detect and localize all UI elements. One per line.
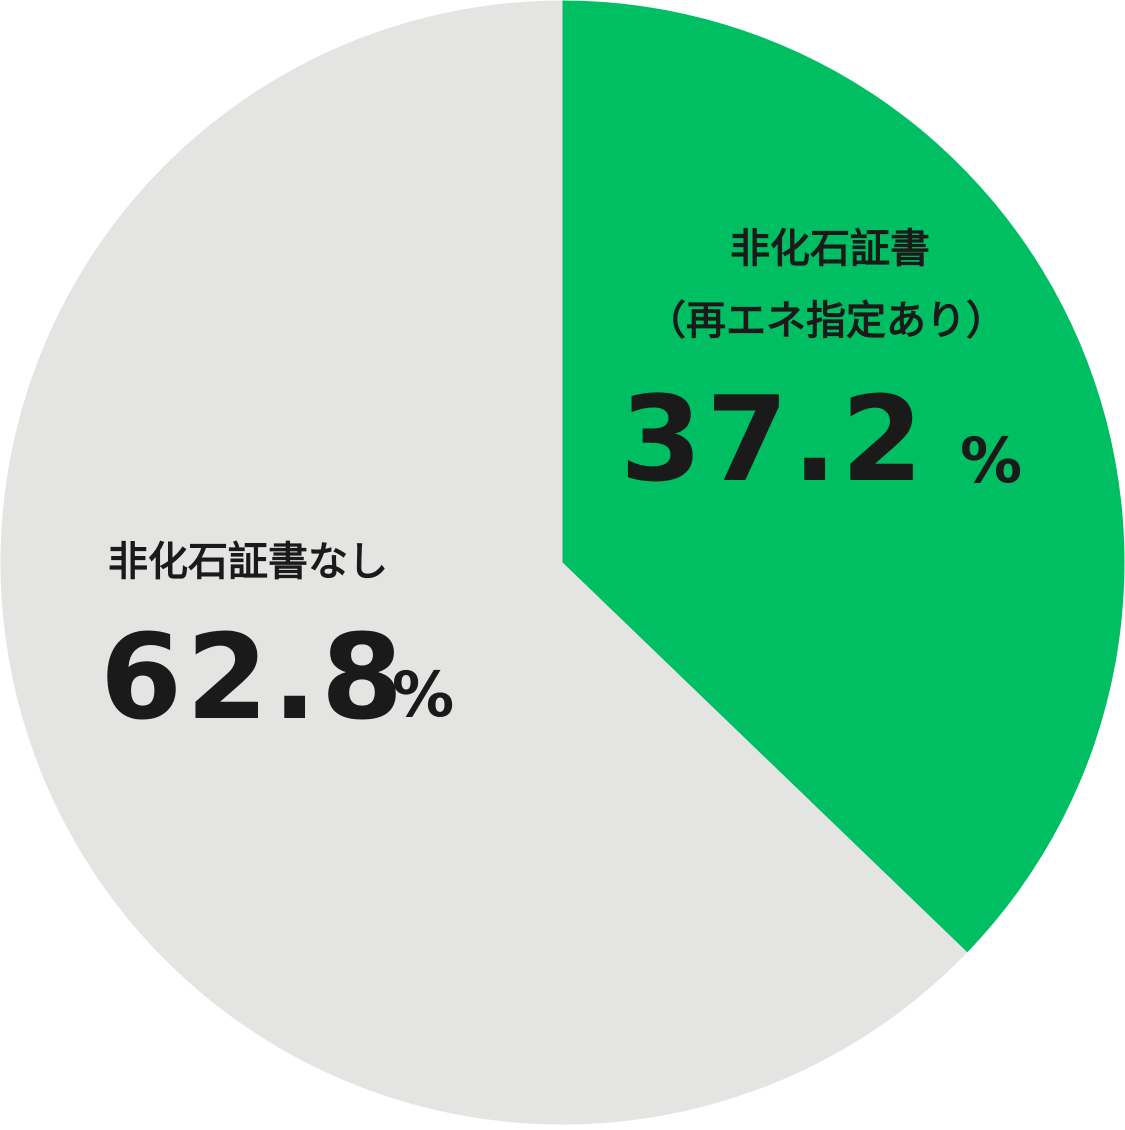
- slice-1-value: 62.8: [100, 608, 407, 746]
- slice-0-value: 37.2: [620, 370, 927, 508]
- pie-slice-0: [562, 0, 1125, 953]
- pie-slice-1: [0, 0, 968, 1125]
- labels-layer: 非化石証書 （再エネ指定あり） 37.2 % 非化石証書なし 62.8 %: [100, 226, 1022, 746]
- slice-0-unit: %: [960, 424, 1022, 497]
- slice-1-unit: %: [392, 658, 454, 731]
- slice-0-label-line-1: （再エネ指定あり）: [646, 298, 1006, 344]
- slice-0-label-line-0: 非化石証書: [730, 226, 930, 272]
- slice-1-label-line-0: 非化石証書なし: [108, 539, 388, 585]
